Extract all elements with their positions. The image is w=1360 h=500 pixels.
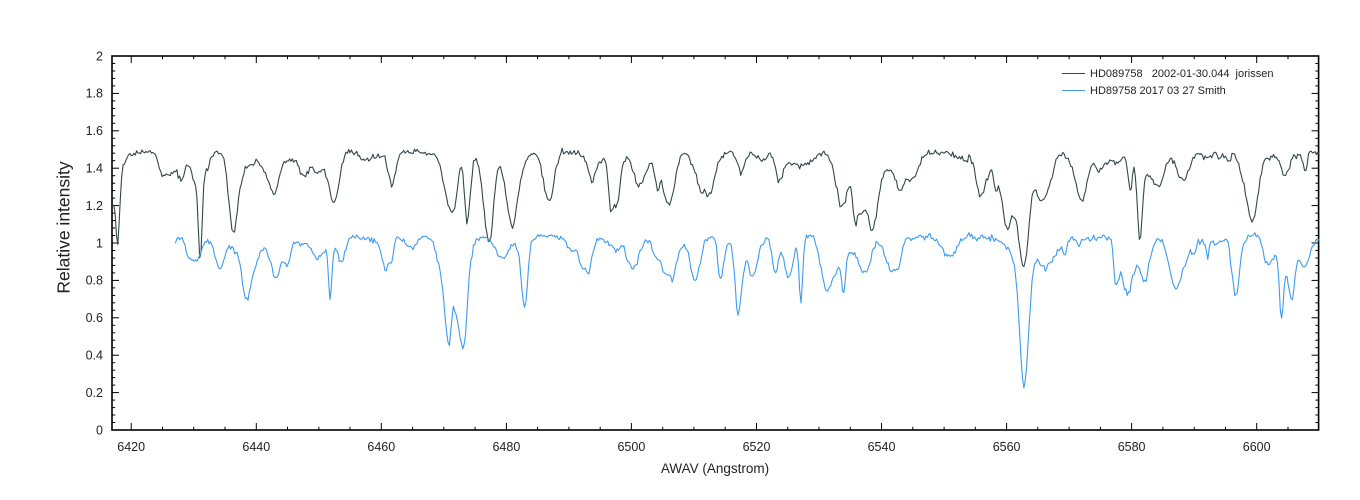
svg-text:0: 0 xyxy=(96,423,103,437)
svg-text:6440: 6440 xyxy=(242,440,270,454)
svg-text:6420: 6420 xyxy=(117,440,145,454)
svg-text:0.4: 0.4 xyxy=(86,349,103,363)
svg-text:6580: 6580 xyxy=(1118,440,1146,454)
svg-text:1.8: 1.8 xyxy=(86,87,103,101)
svg-text:1: 1 xyxy=(96,236,103,250)
svg-text:0.8: 0.8 xyxy=(86,274,103,288)
svg-text:2: 2 xyxy=(96,49,103,63)
svg-text:6500: 6500 xyxy=(617,440,645,454)
svg-text:1.6: 1.6 xyxy=(86,124,103,138)
svg-text:6560: 6560 xyxy=(993,440,1021,454)
svg-text:6540: 6540 xyxy=(868,440,896,454)
svg-text:6600: 6600 xyxy=(1243,440,1271,454)
svg-text:6480: 6480 xyxy=(492,440,520,454)
svg-text:6520: 6520 xyxy=(743,440,771,454)
svg-text:1.2: 1.2 xyxy=(86,199,103,213)
svg-text:6460: 6460 xyxy=(367,440,395,454)
svg-text:1.4: 1.4 xyxy=(86,162,103,176)
svg-text:0.2: 0.2 xyxy=(86,386,103,400)
svg-text:0.6: 0.6 xyxy=(86,311,103,325)
